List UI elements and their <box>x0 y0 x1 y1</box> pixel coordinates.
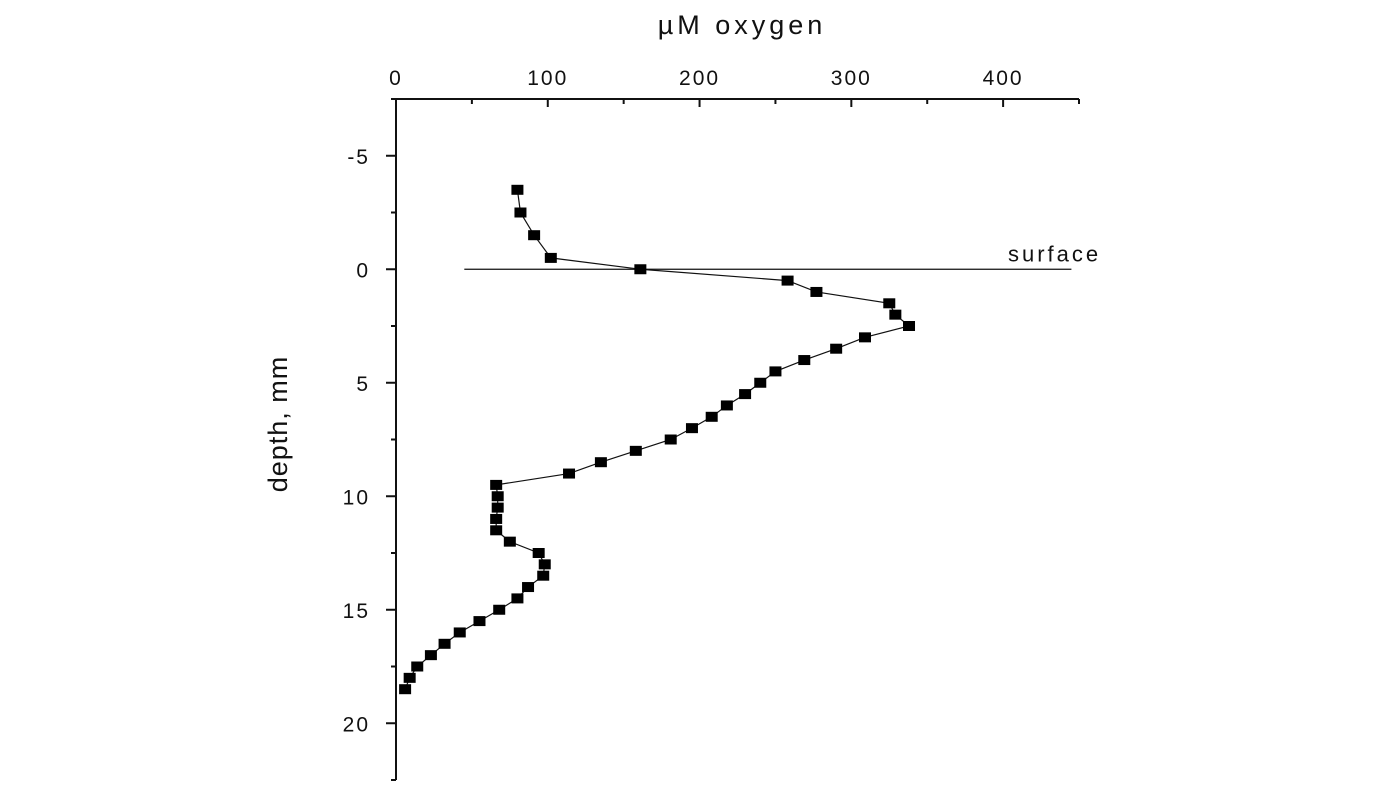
axes <box>395 98 1079 780</box>
data-point <box>537 570 550 581</box>
series-line <box>404 189 911 690</box>
data-point <box>781 275 794 286</box>
data-point <box>720 400 733 411</box>
data-point <box>903 321 916 331</box>
data-point <box>399 684 412 695</box>
y-axis-title: depth, mm <box>263 356 293 493</box>
data-point <box>514 207 527 218</box>
data-point <box>664 434 677 445</box>
data-point <box>798 355 811 366</box>
data-point <box>493 604 506 615</box>
data-point <box>883 298 896 309</box>
data-point <box>522 582 535 593</box>
x-tick-label: 300 <box>831 67 872 90</box>
data-point <box>810 286 823 297</box>
data-point <box>490 479 503 490</box>
data-point <box>491 502 504 513</box>
data-point <box>685 423 698 434</box>
data-point <box>503 536 516 547</box>
x-tick-label: 200 <box>679 67 720 90</box>
data-point <box>411 661 424 672</box>
data-point <box>511 593 524 604</box>
data-point <box>739 389 752 400</box>
data-point <box>424 650 437 661</box>
data-point <box>705 411 718 422</box>
data-point <box>490 525 503 536</box>
data-point <box>889 309 902 320</box>
y-tick-label: 0 <box>356 259 370 282</box>
data-point <box>830 343 843 354</box>
y-tick-label: 15 <box>343 600 370 623</box>
surface-annotation: surface <box>464 241 1101 270</box>
data-point <box>528 230 541 241</box>
data-point <box>594 457 607 468</box>
x-tick-label: 100 <box>527 67 568 90</box>
data-point <box>544 252 557 263</box>
x-tick-label: 0 <box>389 67 403 90</box>
y-tick-label: 5 <box>356 373 370 396</box>
data-point <box>403 672 416 683</box>
surface-label: surface <box>1008 241 1101 266</box>
data-point <box>532 548 545 558</box>
y-tick-label: 20 <box>343 713 370 736</box>
data-point <box>538 559 551 570</box>
data-point <box>491 491 504 502</box>
data-point <box>634 264 647 275</box>
data-series <box>399 184 916 695</box>
data-point <box>490 513 503 524</box>
ticks: 0 100 200 300 400 -5 0 5 10 15 20 <box>343 67 1080 781</box>
x-axis-title: µM oxygen <box>658 10 827 40</box>
data-point <box>473 616 486 627</box>
x-tick-label: 400 <box>983 67 1024 90</box>
data-point <box>754 377 767 388</box>
data-point <box>769 366 782 377</box>
y-tick-label: -5 <box>347 146 370 169</box>
data-point <box>511 184 524 195</box>
data-point <box>438 638 451 649</box>
data-point <box>563 468 576 479</box>
data-point <box>629 445 642 456</box>
data-point <box>858 332 871 343</box>
y-tick-label: 10 <box>343 486 370 509</box>
data-point <box>453 627 466 638</box>
